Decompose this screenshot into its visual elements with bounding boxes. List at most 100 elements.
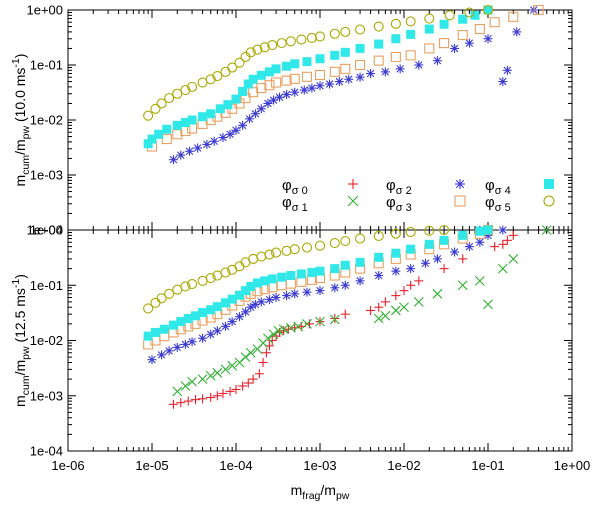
data-point-phi5 xyxy=(329,28,340,39)
data-point-phi4 xyxy=(183,314,193,324)
data-point-phi1 xyxy=(205,370,216,381)
data-point-phi4 xyxy=(355,43,365,53)
data-point-phi4 xyxy=(424,239,434,249)
data-point-phi0 xyxy=(225,386,235,396)
data-point-phi5 xyxy=(180,85,191,96)
data-point-phi3 xyxy=(340,63,351,74)
data-point-phi4 xyxy=(483,5,493,15)
data-point-phi2 xyxy=(185,146,195,156)
data-point-phi0 xyxy=(498,239,508,249)
data-point-phi3 xyxy=(161,134,172,145)
data-point-phi2 xyxy=(325,79,335,89)
data-point-phi3 xyxy=(289,73,300,84)
data-point-phi1 xyxy=(508,254,519,264)
data-point-phi2 xyxy=(176,150,186,160)
data-point-phi5 xyxy=(248,253,259,264)
data-point-phi2 xyxy=(269,95,279,105)
data-point-phi5 xyxy=(267,40,278,51)
data-point-phi4 xyxy=(221,298,231,308)
data-point-phi5 xyxy=(329,238,340,249)
data-point-phi4 xyxy=(282,61,292,71)
data-point-phi0 xyxy=(374,302,384,312)
data-point-phi4 xyxy=(315,54,325,64)
data-point-phi5 xyxy=(180,281,191,292)
data-point-phi2 xyxy=(391,266,401,276)
legend-label: φσ 1 xyxy=(282,194,308,214)
data-point-phi5 xyxy=(285,36,296,47)
y-tick-label: 1e-04 xyxy=(30,444,63,459)
data-point-phi2 xyxy=(483,34,493,44)
y-axis-label-part: -1 xyxy=(10,279,22,288)
data-point-phi4 xyxy=(154,129,164,139)
data-point-phi5 xyxy=(205,272,216,284)
data-point-phi5 xyxy=(164,288,175,299)
axes-layer xyxy=(67,9,573,452)
data-point-phi4 xyxy=(340,260,350,270)
data-point-phi4 xyxy=(340,47,350,57)
data-point-phi5 xyxy=(256,251,267,262)
legend-entry-phi5: φσ 5 xyxy=(485,194,555,214)
legend-marker-phi4 xyxy=(544,179,554,189)
data-point-phi0 xyxy=(267,336,277,345)
data-point-phi3 xyxy=(457,30,468,41)
legend-subscript: σ 2 xyxy=(396,185,412,197)
y-axis-label-part: cum xyxy=(20,375,32,395)
data-point-phi2 xyxy=(302,287,312,297)
series-phi5-top xyxy=(143,4,494,121)
data-point-phi5 xyxy=(314,31,326,42)
data-point-phi1 xyxy=(180,381,191,391)
data-point-phi4 xyxy=(206,109,216,119)
data-point-phi5 xyxy=(281,245,292,256)
data-point-phi2 xyxy=(256,104,266,114)
data-point-phi4 xyxy=(260,276,270,286)
data-point-phi4 xyxy=(374,252,384,262)
data-point-phi4 xyxy=(458,230,468,240)
y-tick-label: 1e-02 xyxy=(30,333,63,348)
data-point-phi4 xyxy=(231,94,241,104)
data-point-phi4 xyxy=(315,266,325,276)
data-point-phi4 xyxy=(180,118,190,128)
data-point-phi2 xyxy=(168,155,178,165)
data-point-phi2 xyxy=(164,346,174,356)
data-point-phi2 xyxy=(246,302,256,312)
data-point-phi4 xyxy=(162,124,172,134)
y-tick-label: 1e-01 xyxy=(30,278,63,293)
data-point-phi2 xyxy=(193,143,203,153)
data-point-phi5 xyxy=(439,224,450,236)
data-point-phi4 xyxy=(475,226,485,236)
data-point-phi1 xyxy=(227,360,238,371)
data-point-phi4 xyxy=(406,29,416,39)
data-point-phi5 xyxy=(296,34,307,45)
data-point-phi5 xyxy=(259,42,270,53)
data-point-phi4 xyxy=(227,294,237,304)
data-point-phi5 xyxy=(482,4,494,16)
data-point-phi5 xyxy=(444,10,455,21)
legend-symbol: φ xyxy=(386,194,396,211)
data-point-phi5 xyxy=(220,267,231,278)
legend-entry-phi1: φσ 1 xyxy=(282,194,359,214)
series-phi1-bottom xyxy=(172,225,552,397)
data-point-phi0 xyxy=(258,357,268,367)
legend-marker-phi1 xyxy=(347,195,359,207)
data-point-phi3 xyxy=(533,4,544,16)
legend-label: φσ 2 xyxy=(386,177,412,197)
data-point-phi5 xyxy=(340,26,351,37)
data-point-phi5 xyxy=(172,88,183,99)
data-point-phi1 xyxy=(373,313,384,324)
data-point-phi5 xyxy=(464,7,475,18)
data-point-phi5 xyxy=(355,24,366,35)
data-point-phi4 xyxy=(439,19,449,29)
data-point-phi2 xyxy=(238,120,248,130)
y-axis-label-part: ) xyxy=(12,274,28,279)
data-point-phi2 xyxy=(502,65,512,75)
data-point-phi2 xyxy=(450,247,460,257)
data-point-phi0 xyxy=(399,286,409,296)
data-point-phi3 xyxy=(296,276,307,287)
data-point-phi5 xyxy=(240,51,251,63)
data-point-phi5 xyxy=(205,74,216,85)
y-tick-label: 1e-03 xyxy=(30,388,63,403)
data-point-phi5 xyxy=(245,47,256,58)
data-point-phi5 xyxy=(390,18,401,29)
data-point-phi4 xyxy=(256,70,266,80)
